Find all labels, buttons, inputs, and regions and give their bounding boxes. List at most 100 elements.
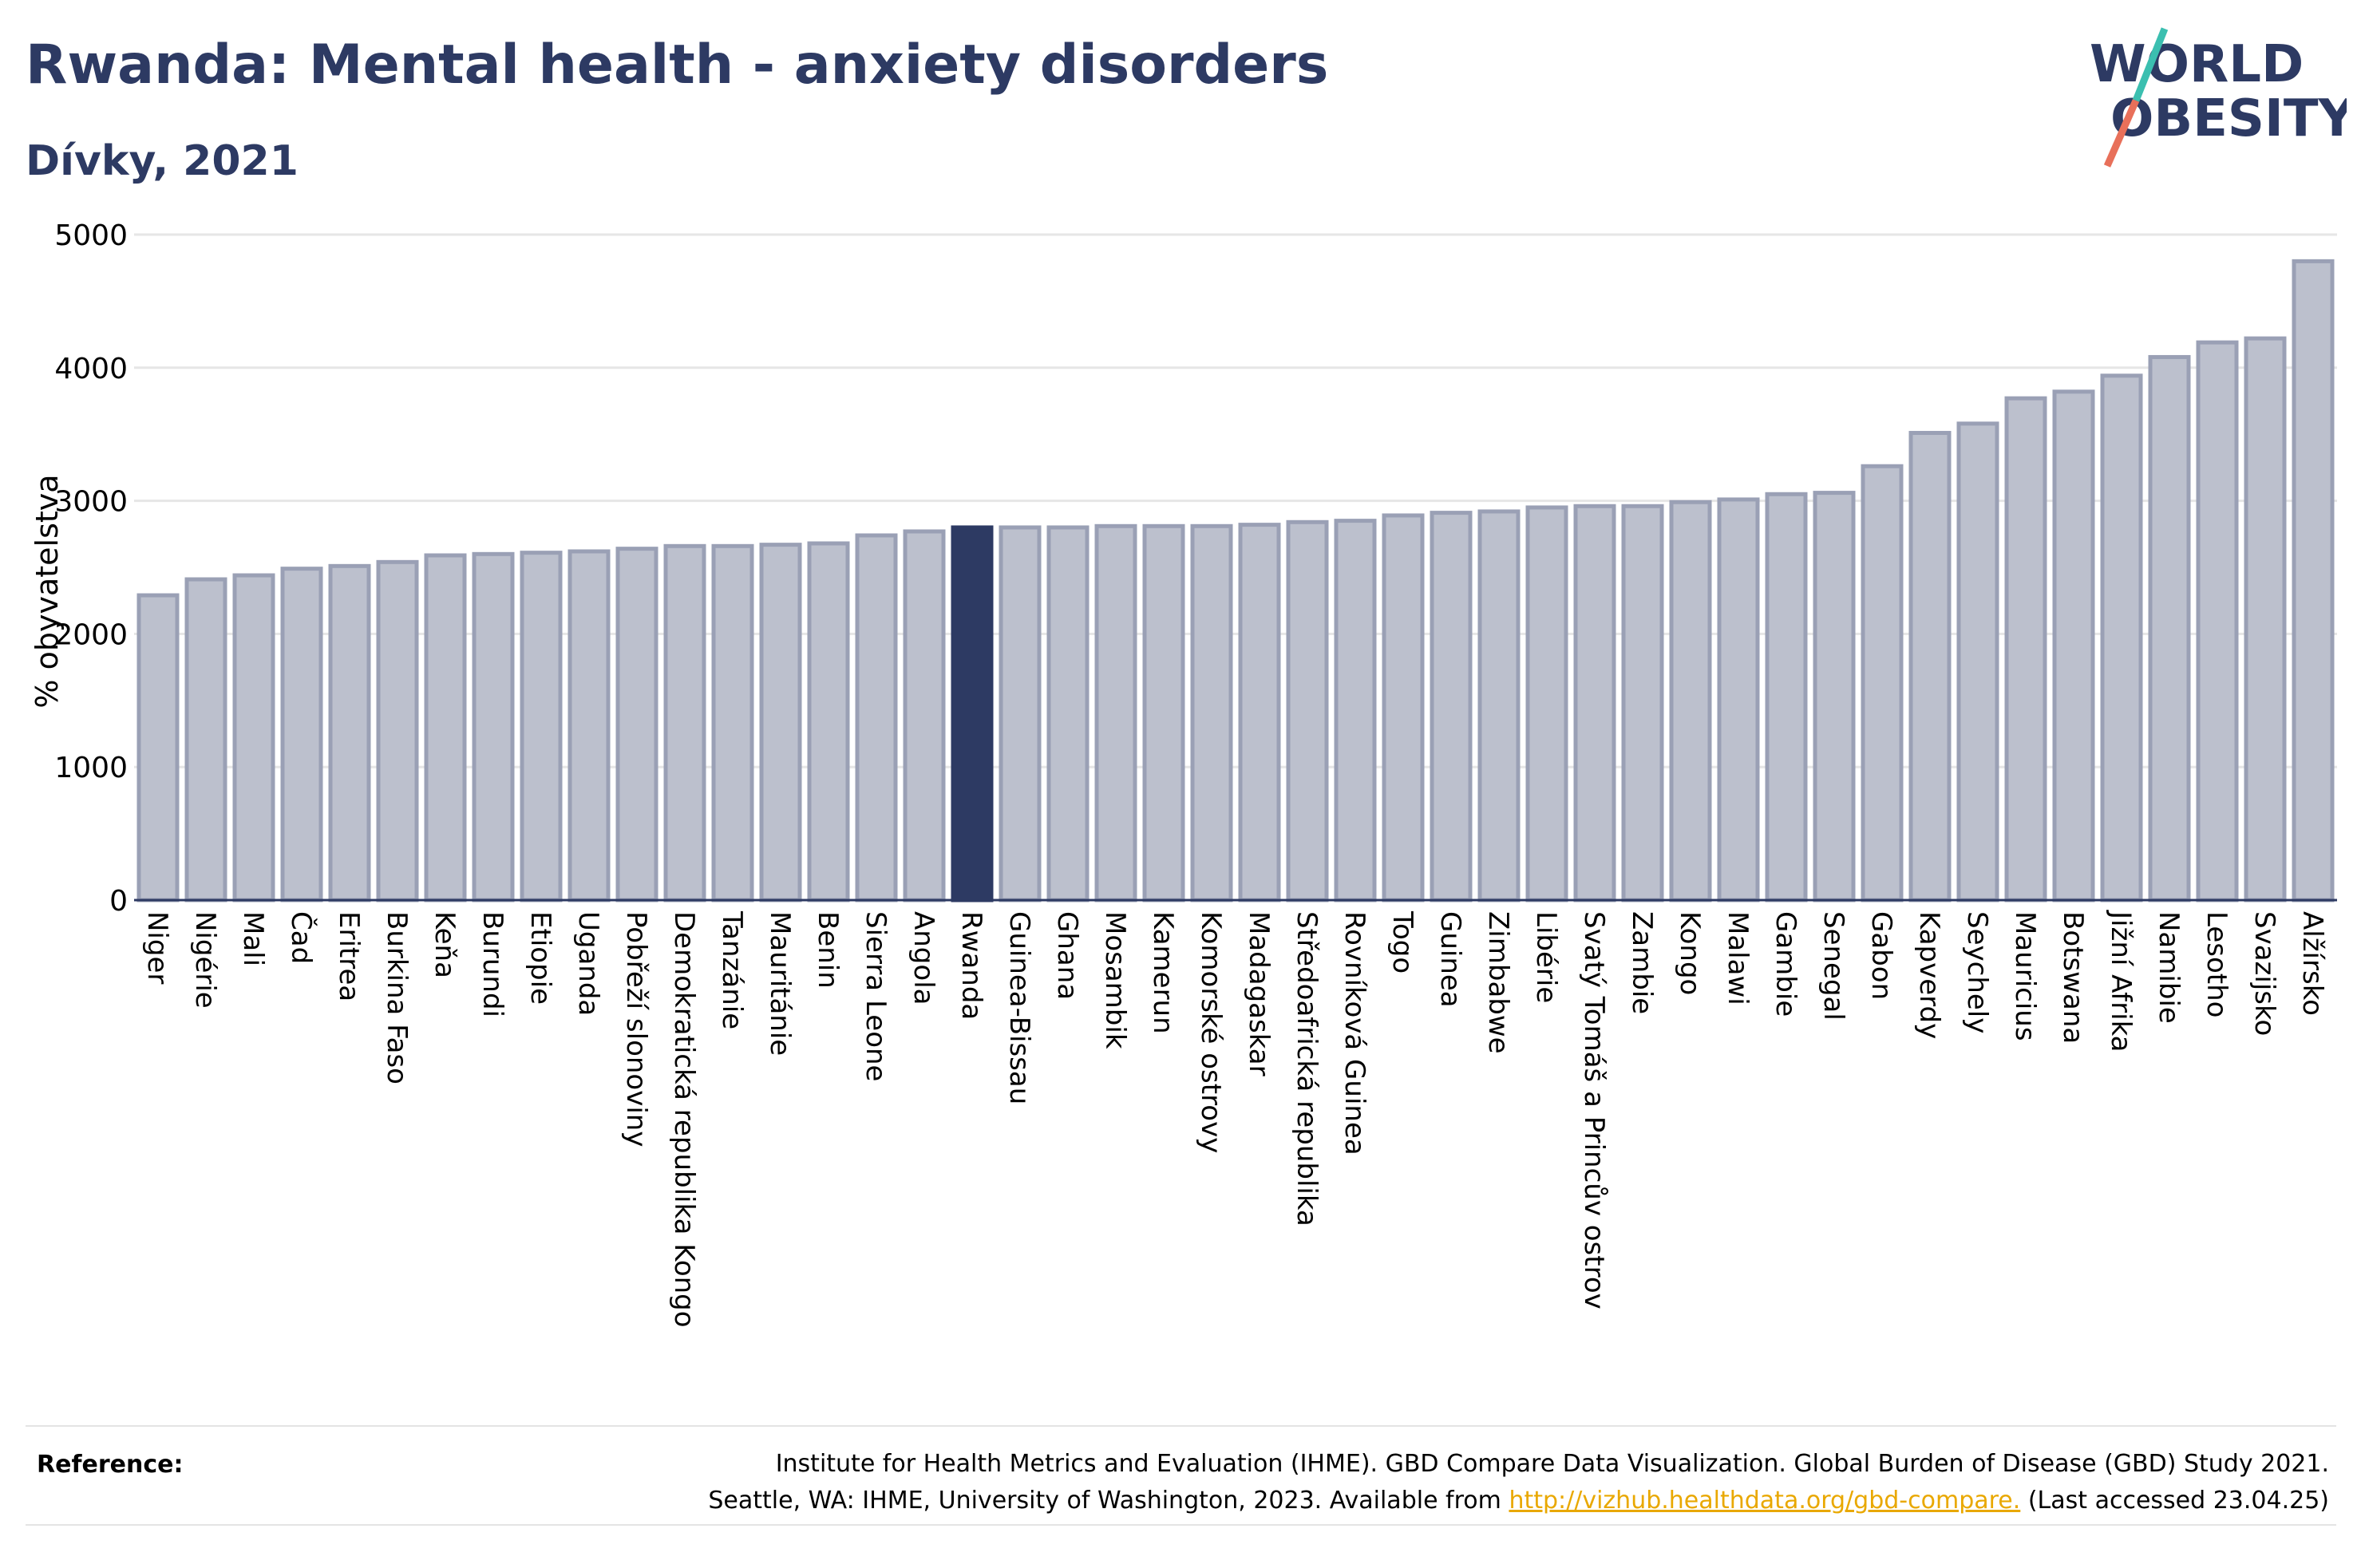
bar xyxy=(2148,354,2191,902)
bar xyxy=(2292,259,2335,902)
bar xyxy=(472,551,515,902)
x-tick-label: Libérie xyxy=(1530,911,1562,1003)
bar xyxy=(136,593,180,902)
bar xyxy=(759,543,802,902)
bar xyxy=(711,543,754,902)
bar xyxy=(1477,509,1521,902)
x-tick-label: Sierra Leone xyxy=(860,911,892,1081)
x-tick-label: Etiopie xyxy=(524,911,556,1005)
x-tick-label: Keňa xyxy=(429,911,461,978)
x-tick-label: Demokratická republika Kongo xyxy=(668,911,700,1328)
y-tick-label: 0 xyxy=(109,885,128,918)
logo-word-world: WORLD xyxy=(2090,35,2304,94)
bar xyxy=(1956,421,1999,902)
bar xyxy=(232,573,275,902)
x-tick-label: Seychely xyxy=(1961,911,1993,1033)
bar xyxy=(855,533,898,902)
x-tick-label: Nigérie xyxy=(189,911,221,1009)
y-axis-label: % obyvatelstva xyxy=(30,474,65,708)
bar xyxy=(1908,431,1952,902)
x-tick-label: Zambie xyxy=(1626,911,1658,1014)
bar xyxy=(1238,523,1281,902)
x-tick-label: Rwanda xyxy=(955,911,987,1020)
x-tick-label: Kamerun xyxy=(1147,911,1179,1034)
x-tick-label: Eritrea xyxy=(333,911,365,1001)
bar xyxy=(1717,497,1760,902)
bar xyxy=(568,549,611,902)
reference-line-2-prefix: Seattle, WA: IHME, University of Washing… xyxy=(708,1487,1501,1515)
bar xyxy=(1382,513,1425,902)
reference-line-2: Seattle, WA: IHME, University of Washing… xyxy=(708,1483,2329,1519)
bar xyxy=(520,551,563,902)
world-obesity-logo: WORLD OBESITY xyxy=(2090,27,2347,168)
bar xyxy=(280,567,323,902)
bar xyxy=(663,543,706,902)
bar xyxy=(424,553,467,902)
x-tick-label: Kongo xyxy=(1674,911,1706,995)
bar xyxy=(807,541,850,902)
chart-title: Rwanda: Mental health - anxiety disorder… xyxy=(26,34,1329,97)
bar xyxy=(1142,523,1185,902)
reference-text: Institute for Health Metrics and Evaluat… xyxy=(708,1446,2329,1519)
x-tick-label: Rovníková Guinea xyxy=(1339,911,1370,1155)
x-tick-label: Gabon xyxy=(1865,911,1897,1000)
bar xyxy=(2196,340,2239,902)
x-tick-label: Kapverdy xyxy=(1913,911,1945,1039)
x-tick-label: Zimbabwe xyxy=(1482,911,1514,1054)
bar xyxy=(1525,505,1568,902)
x-tick-label: Mali xyxy=(237,911,269,966)
y-tick-label: 3000 xyxy=(54,486,128,519)
bar xyxy=(1813,491,1856,902)
bar xyxy=(903,529,946,902)
bar xyxy=(376,559,419,902)
logo-slash-teal xyxy=(2132,27,2169,102)
footer-divider-top xyxy=(26,1425,2336,1427)
y-tick-label: 5000 xyxy=(54,219,128,252)
x-tick-label: Guinea-Bissau xyxy=(1003,911,1035,1104)
x-tick-label: Burundi xyxy=(477,911,508,1017)
bar xyxy=(2100,373,2143,902)
bar xyxy=(2244,336,2287,902)
y-tick-label: 2000 xyxy=(54,618,128,651)
x-tick-label: Togo xyxy=(1386,910,1418,974)
bar-chart: 0 1000 2000 3000 4000 5000 % obyvatelstva Niger… xyxy=(30,219,2337,1328)
bar xyxy=(1669,500,1712,902)
x-tick-label: Tanzánie xyxy=(716,910,748,1029)
bar xyxy=(328,563,371,902)
x-tick-label: Mauritánie xyxy=(764,911,796,1056)
x-tick-label: Madagaskar xyxy=(1243,911,1275,1076)
bar xyxy=(1286,519,1329,902)
x-tick-label: Botswana xyxy=(2057,911,2089,1044)
bar xyxy=(1765,492,1808,902)
reference-link[interactable]: http://vizhub.healthdata.org/gbd-compare… xyxy=(1509,1487,2021,1515)
bar xyxy=(1094,523,1137,902)
bar xyxy=(1046,525,1090,902)
bar xyxy=(951,525,994,902)
x-tick-label: Mauricius xyxy=(2009,911,2041,1041)
x-tick-label: Pobřeží slonoviny xyxy=(620,911,652,1147)
reference-line-2-suffix: (Last accessed 23.04.25) xyxy=(2027,1487,2329,1515)
x-tick-label: Malawi xyxy=(1722,911,1754,1005)
x-tick-label: Svatý Tomáš a Princův ostrov xyxy=(1578,911,1610,1309)
bar xyxy=(1334,519,1377,902)
x-tick-label: Jižní Afrika xyxy=(2105,910,2137,1053)
x-tick-label: Gambie xyxy=(1770,911,1801,1017)
reference-label: Reference: xyxy=(37,1451,184,1479)
logo-slash-red xyxy=(2103,99,2140,168)
x-tick-label: Senegal xyxy=(1817,911,1849,1021)
logo-word-obesity: OBESITY xyxy=(2110,89,2347,148)
bar xyxy=(615,547,658,902)
x-tick-label: Mosambik xyxy=(1099,911,1131,1049)
x-tick-label: Čad xyxy=(285,911,318,964)
bar xyxy=(1621,504,1664,902)
x-tick-label: Svazijsko xyxy=(2248,911,2280,1036)
x-tick-label: Komorské ostrovy xyxy=(1195,911,1227,1153)
chart-subtitle: Dívky, 2021 xyxy=(26,137,299,185)
x-tick-label: Uganda xyxy=(572,911,604,1016)
x-tick-label: Benin xyxy=(812,911,844,989)
bar xyxy=(1190,523,1233,902)
bar xyxy=(2052,389,2095,902)
x-tick-label: Lesotho xyxy=(2201,911,2232,1017)
x-tick-label: Středoafrická republika xyxy=(1291,911,1323,1226)
bar xyxy=(184,577,227,902)
